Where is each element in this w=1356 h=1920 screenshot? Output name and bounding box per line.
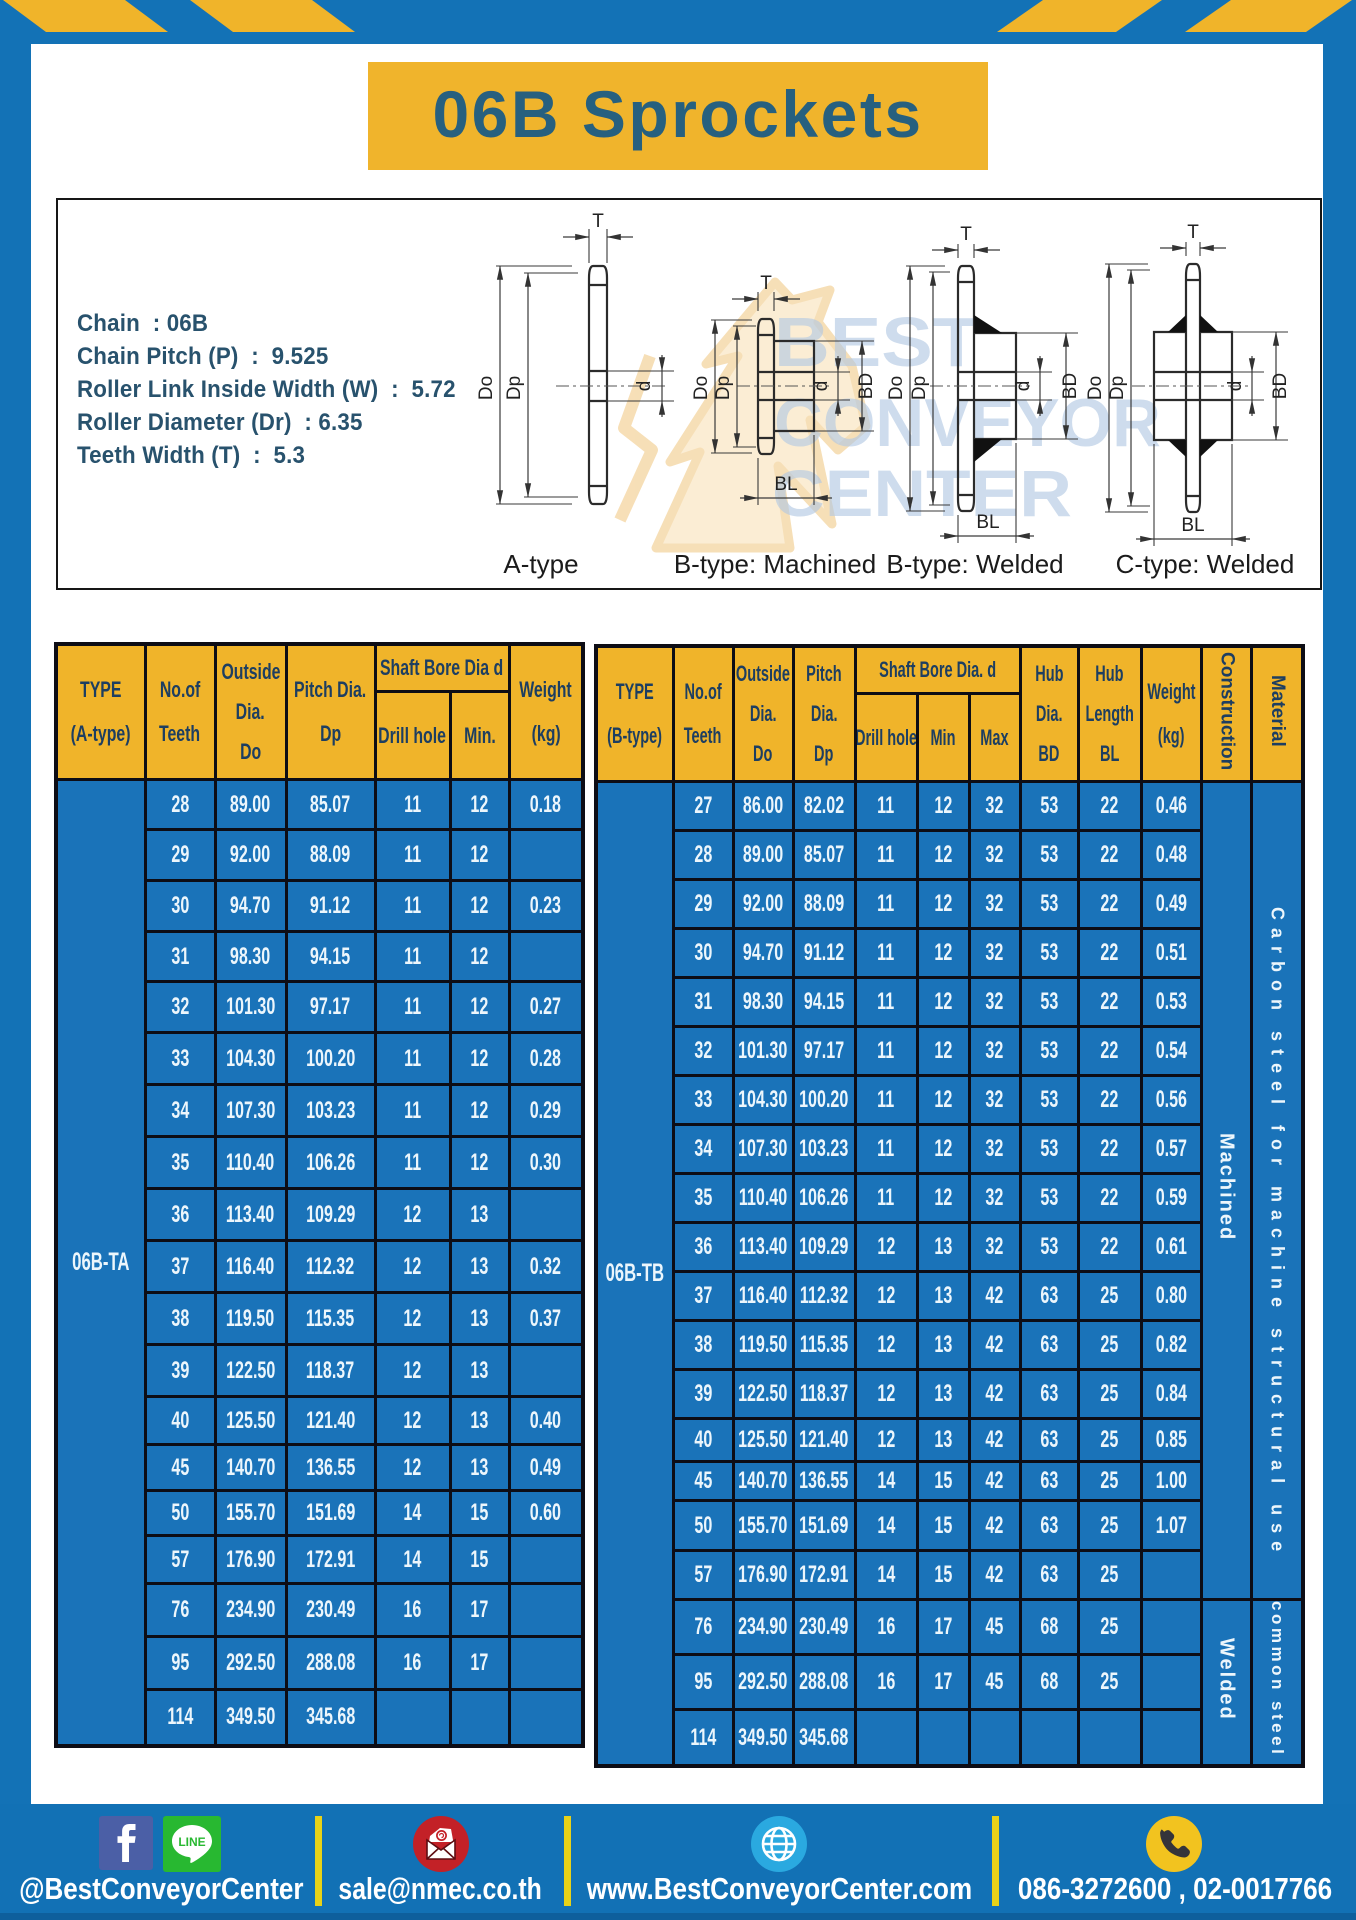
svg-text:B-type: Welded: B-type: Welded xyxy=(886,549,1063,579)
svg-text:d: d xyxy=(1225,381,1246,392)
svg-text:BL: BL xyxy=(1181,515,1204,536)
svg-text:B-type: Machined: B-type: Machined xyxy=(674,549,876,579)
svg-text:T: T xyxy=(592,211,604,232)
svg-text:Do: Do xyxy=(1085,376,1106,400)
svg-text:T: T xyxy=(1187,222,1199,243)
svg-text:Dp: Dp xyxy=(909,376,930,400)
svg-text:Dp: Dp xyxy=(1107,376,1128,400)
svg-text:CENTER: CENTER xyxy=(772,456,1072,530)
svg-text:BL: BL xyxy=(774,474,797,495)
svg-text:d: d xyxy=(634,381,655,392)
svg-text:Do: Do xyxy=(691,376,712,400)
svg-text:Do: Do xyxy=(886,376,907,400)
svg-text:LINE: LINE xyxy=(178,1835,205,1849)
svg-text:d: d xyxy=(811,381,832,392)
svg-text:Dp: Dp xyxy=(504,376,525,400)
svg-text:BD: BD xyxy=(856,373,877,399)
svg-text:A-type: A-type xyxy=(503,549,578,579)
svg-text:Dp: Dp xyxy=(713,376,734,400)
svg-text:BD: BD xyxy=(1060,373,1081,399)
svg-text:T: T xyxy=(760,273,772,294)
svg-text:C-type: Welded: C-type: Welded xyxy=(1116,549,1295,579)
svg-text:BD: BD xyxy=(1270,373,1291,399)
svg-text:d: d xyxy=(1013,381,1034,392)
svg-text:BL: BL xyxy=(976,512,999,533)
svg-text:T: T xyxy=(960,224,972,245)
svg-text:Do: Do xyxy=(476,376,497,400)
